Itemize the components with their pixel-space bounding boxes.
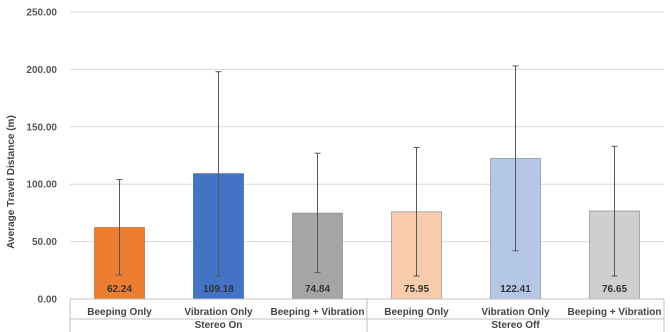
y-axis-label: Average Travel Distance (m) bbox=[6, 115, 17, 249]
group-labels: Stereo On Stereo Off bbox=[195, 320, 541, 331]
y-tick-label: 50.00 bbox=[32, 237, 57, 248]
y-tick-label: 200.00 bbox=[26, 65, 57, 76]
x-axis bbox=[69, 298, 665, 332]
data-label: 76.65 bbox=[602, 284, 627, 295]
category-label: Beeping Only bbox=[384, 307, 449, 318]
data-labels: 62.24 109.18 74.84 75.95 122.41 76.65 bbox=[107, 284, 627, 295]
category-label: Beeping + Vibration bbox=[271, 307, 365, 318]
error-bars bbox=[116, 65, 618, 277]
data-label: 122.41 bbox=[500, 284, 531, 295]
data-label: 75.95 bbox=[404, 284, 429, 295]
y-tick-label: 0.00 bbox=[38, 295, 58, 306]
group-label: Stereo Off bbox=[491, 320, 540, 331]
category-label: Beeping Only bbox=[87, 307, 152, 318]
category-labels: Beeping Only Vibration Only Beeping + Vibr… bbox=[87, 307, 661, 318]
y-axis-ticks: 0.00 50.00 100.00 150.00 200.00 250.00 bbox=[26, 8, 57, 306]
y-tick-label: 100.00 bbox=[26, 180, 57, 191]
category-label: Vibration Only bbox=[184, 307, 253, 318]
data-label: 74.84 bbox=[305, 284, 330, 295]
bars bbox=[94, 158, 640, 300]
data-label: 109.18 bbox=[203, 284, 234, 295]
y-tick-label: 150.00 bbox=[26, 122, 57, 133]
group-label: Stereo On bbox=[195, 320, 243, 331]
category-label: Beeping + Vibration bbox=[568, 307, 662, 318]
gridlines bbox=[70, 11, 664, 243]
y-tick-label: 250.00 bbox=[26, 8, 57, 19]
data-label: 62.24 bbox=[107, 284, 132, 295]
category-label: Vibration Only bbox=[481, 307, 550, 318]
